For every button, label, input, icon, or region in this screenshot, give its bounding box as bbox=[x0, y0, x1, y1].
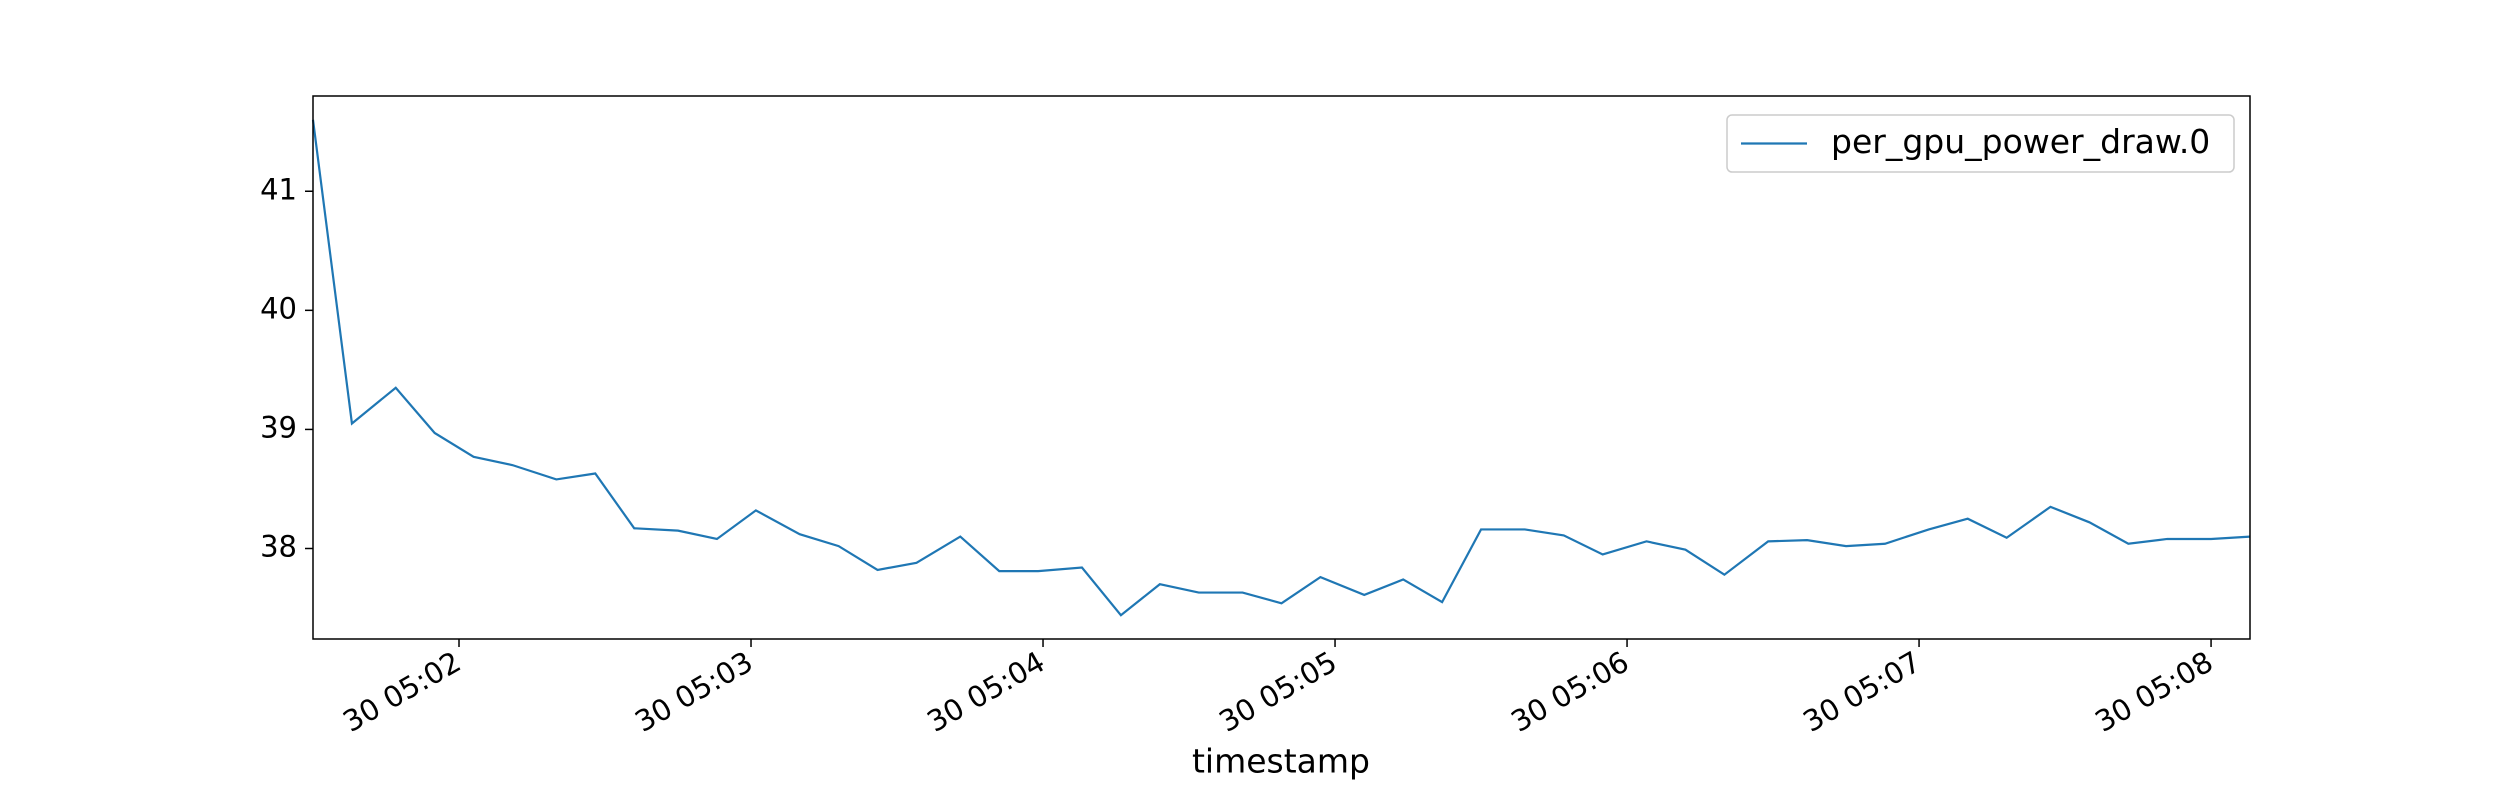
y-tick-label: 39 bbox=[260, 410, 297, 444]
legend-box bbox=[1726, 114, 2235, 173]
x-axis-label: timestamp bbox=[1192, 742, 1370, 781]
y-tick-label: 38 bbox=[260, 530, 297, 564]
x-tick-label: 30 05:03 bbox=[629, 645, 758, 739]
plot-frame bbox=[312, 95, 2251, 640]
x-tick-label: 30 05:07 bbox=[1797, 645, 1926, 739]
x-tick-label: 30 05:06 bbox=[1505, 645, 1634, 739]
x-tick-label: 30 05:08 bbox=[2089, 645, 2218, 739]
y-tick-label: 40 bbox=[260, 291, 297, 325]
y-tick-label: 41 bbox=[260, 172, 297, 206]
x-tick-label: 30 05:04 bbox=[921, 645, 1050, 739]
legend-label: per_gpu_power_draw.0 bbox=[1831, 122, 2210, 161]
data-line bbox=[311, 119, 2251, 617]
x-tick-label: 30 05:02 bbox=[337, 645, 466, 739]
x-tick-label: 30 05:05 bbox=[1213, 645, 1342, 739]
